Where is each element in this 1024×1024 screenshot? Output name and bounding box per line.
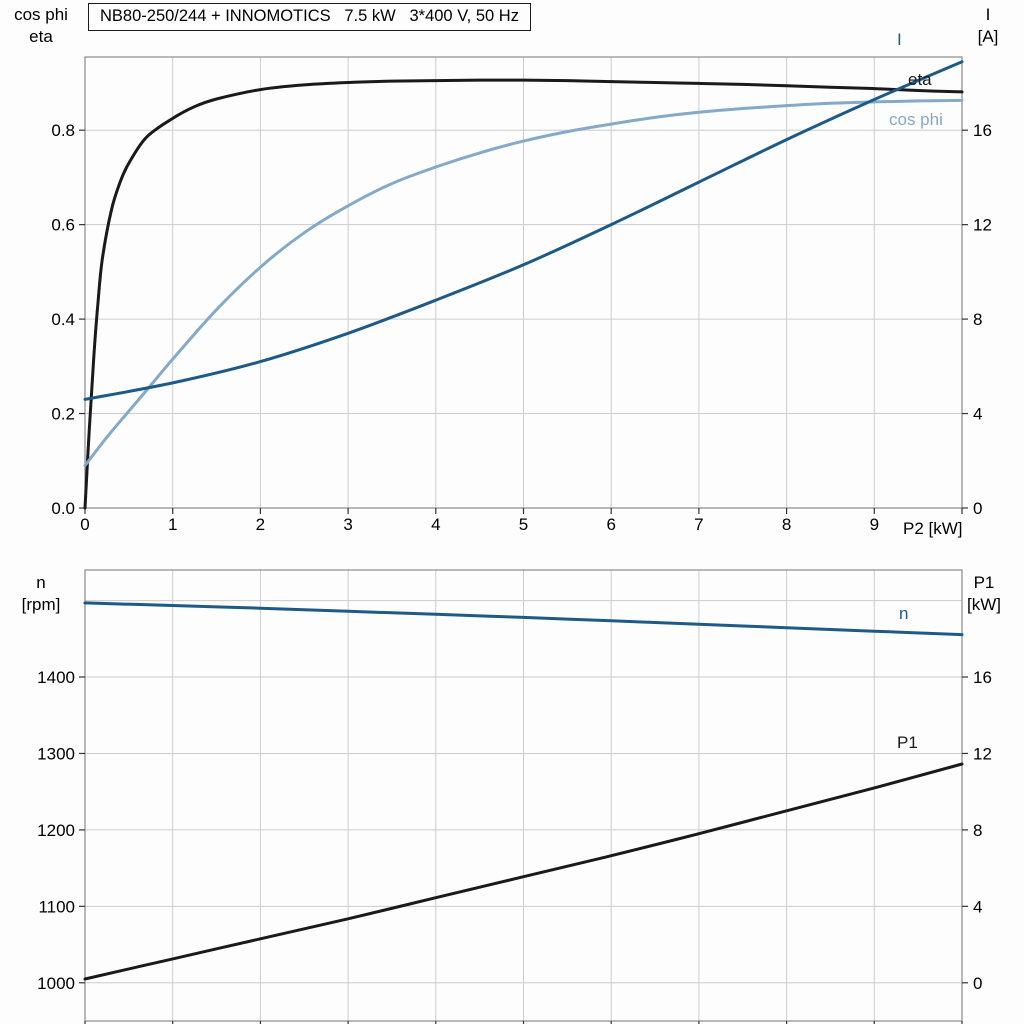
svg-text:1100: 1100 <box>38 897 75 916</box>
chart-title: NB80-250/244 + INNOMOTICS 7.5 kW 3*400 V… <box>88 3 531 31</box>
svg-text:4: 4 <box>973 405 982 424</box>
svg-text:16: 16 <box>973 121 992 140</box>
axis-title-line: [A] <box>977 27 999 47</box>
curve-label-cosphi: cos phi <box>889 110 943 129</box>
svg-text:9: 9 <box>870 515 879 534</box>
bottom-right-axis-title: P1 [kW] <box>956 572 1012 616</box>
svg-text:12: 12 <box>973 216 992 235</box>
axis-title-line: I <box>985 5 991 24</box>
svg-text:1400: 1400 <box>37 668 75 687</box>
curve-label-p1: P1 <box>897 733 918 752</box>
svg-text:0: 0 <box>80 515 89 534</box>
svg-text:5: 5 <box>519 515 528 534</box>
svg-text:6: 6 <box>606 515 615 534</box>
svg-text:7: 7 <box>694 515 703 534</box>
svg-text:0.4: 0.4 <box>51 310 75 329</box>
svg-text:4: 4 <box>431 515 440 534</box>
top-right-axis-title: I [A] <box>962 4 1014 48</box>
svg-text:8: 8 <box>973 310 982 329</box>
svg-text:3: 3 <box>343 515 352 534</box>
svg-text:8: 8 <box>782 515 791 534</box>
svg-text:1000: 1000 <box>37 974 75 993</box>
svg-text:0.2: 0.2 <box>51 405 75 424</box>
curve-label-current: I <box>897 30 902 49</box>
curve-label-eta: eta <box>908 70 932 89</box>
svg-text:12: 12 <box>973 744 992 763</box>
axis-title-line: P1 <box>973 573 995 592</box>
svg-text:8: 8 <box>973 821 982 840</box>
x-axis-title: P2 [kW] <box>903 519 963 538</box>
svg-text:2: 2 <box>256 515 265 534</box>
axis-title-line: eta <box>29 27 53 47</box>
svg-text:1: 1 <box>168 515 177 534</box>
svg-text:1300: 1300 <box>37 744 75 763</box>
curve-label-speed: n <box>899 604 909 623</box>
svg-text:16: 16 <box>973 668 992 687</box>
top-left-axis-title: cos phi eta <box>6 4 76 48</box>
axis-title-line: [kW] <box>967 595 1001 615</box>
axis-title-line: n <box>36 573 46 592</box>
svg-text:0.6: 0.6 <box>51 216 75 235</box>
axis-title-line: cos phi <box>14 5 68 24</box>
axis-title-line: [rpm] <box>21 595 61 615</box>
svg-text:0: 0 <box>973 974 982 993</box>
svg-text:0: 0 <box>973 499 982 518</box>
svg-text:0.8: 0.8 <box>51 121 75 140</box>
svg-text:0.0: 0.0 <box>51 499 75 518</box>
svg-text:1200: 1200 <box>37 821 75 840</box>
bottom-left-axis-title: n [rpm] <box>10 572 72 616</box>
svg-text:4: 4 <box>973 897 982 916</box>
